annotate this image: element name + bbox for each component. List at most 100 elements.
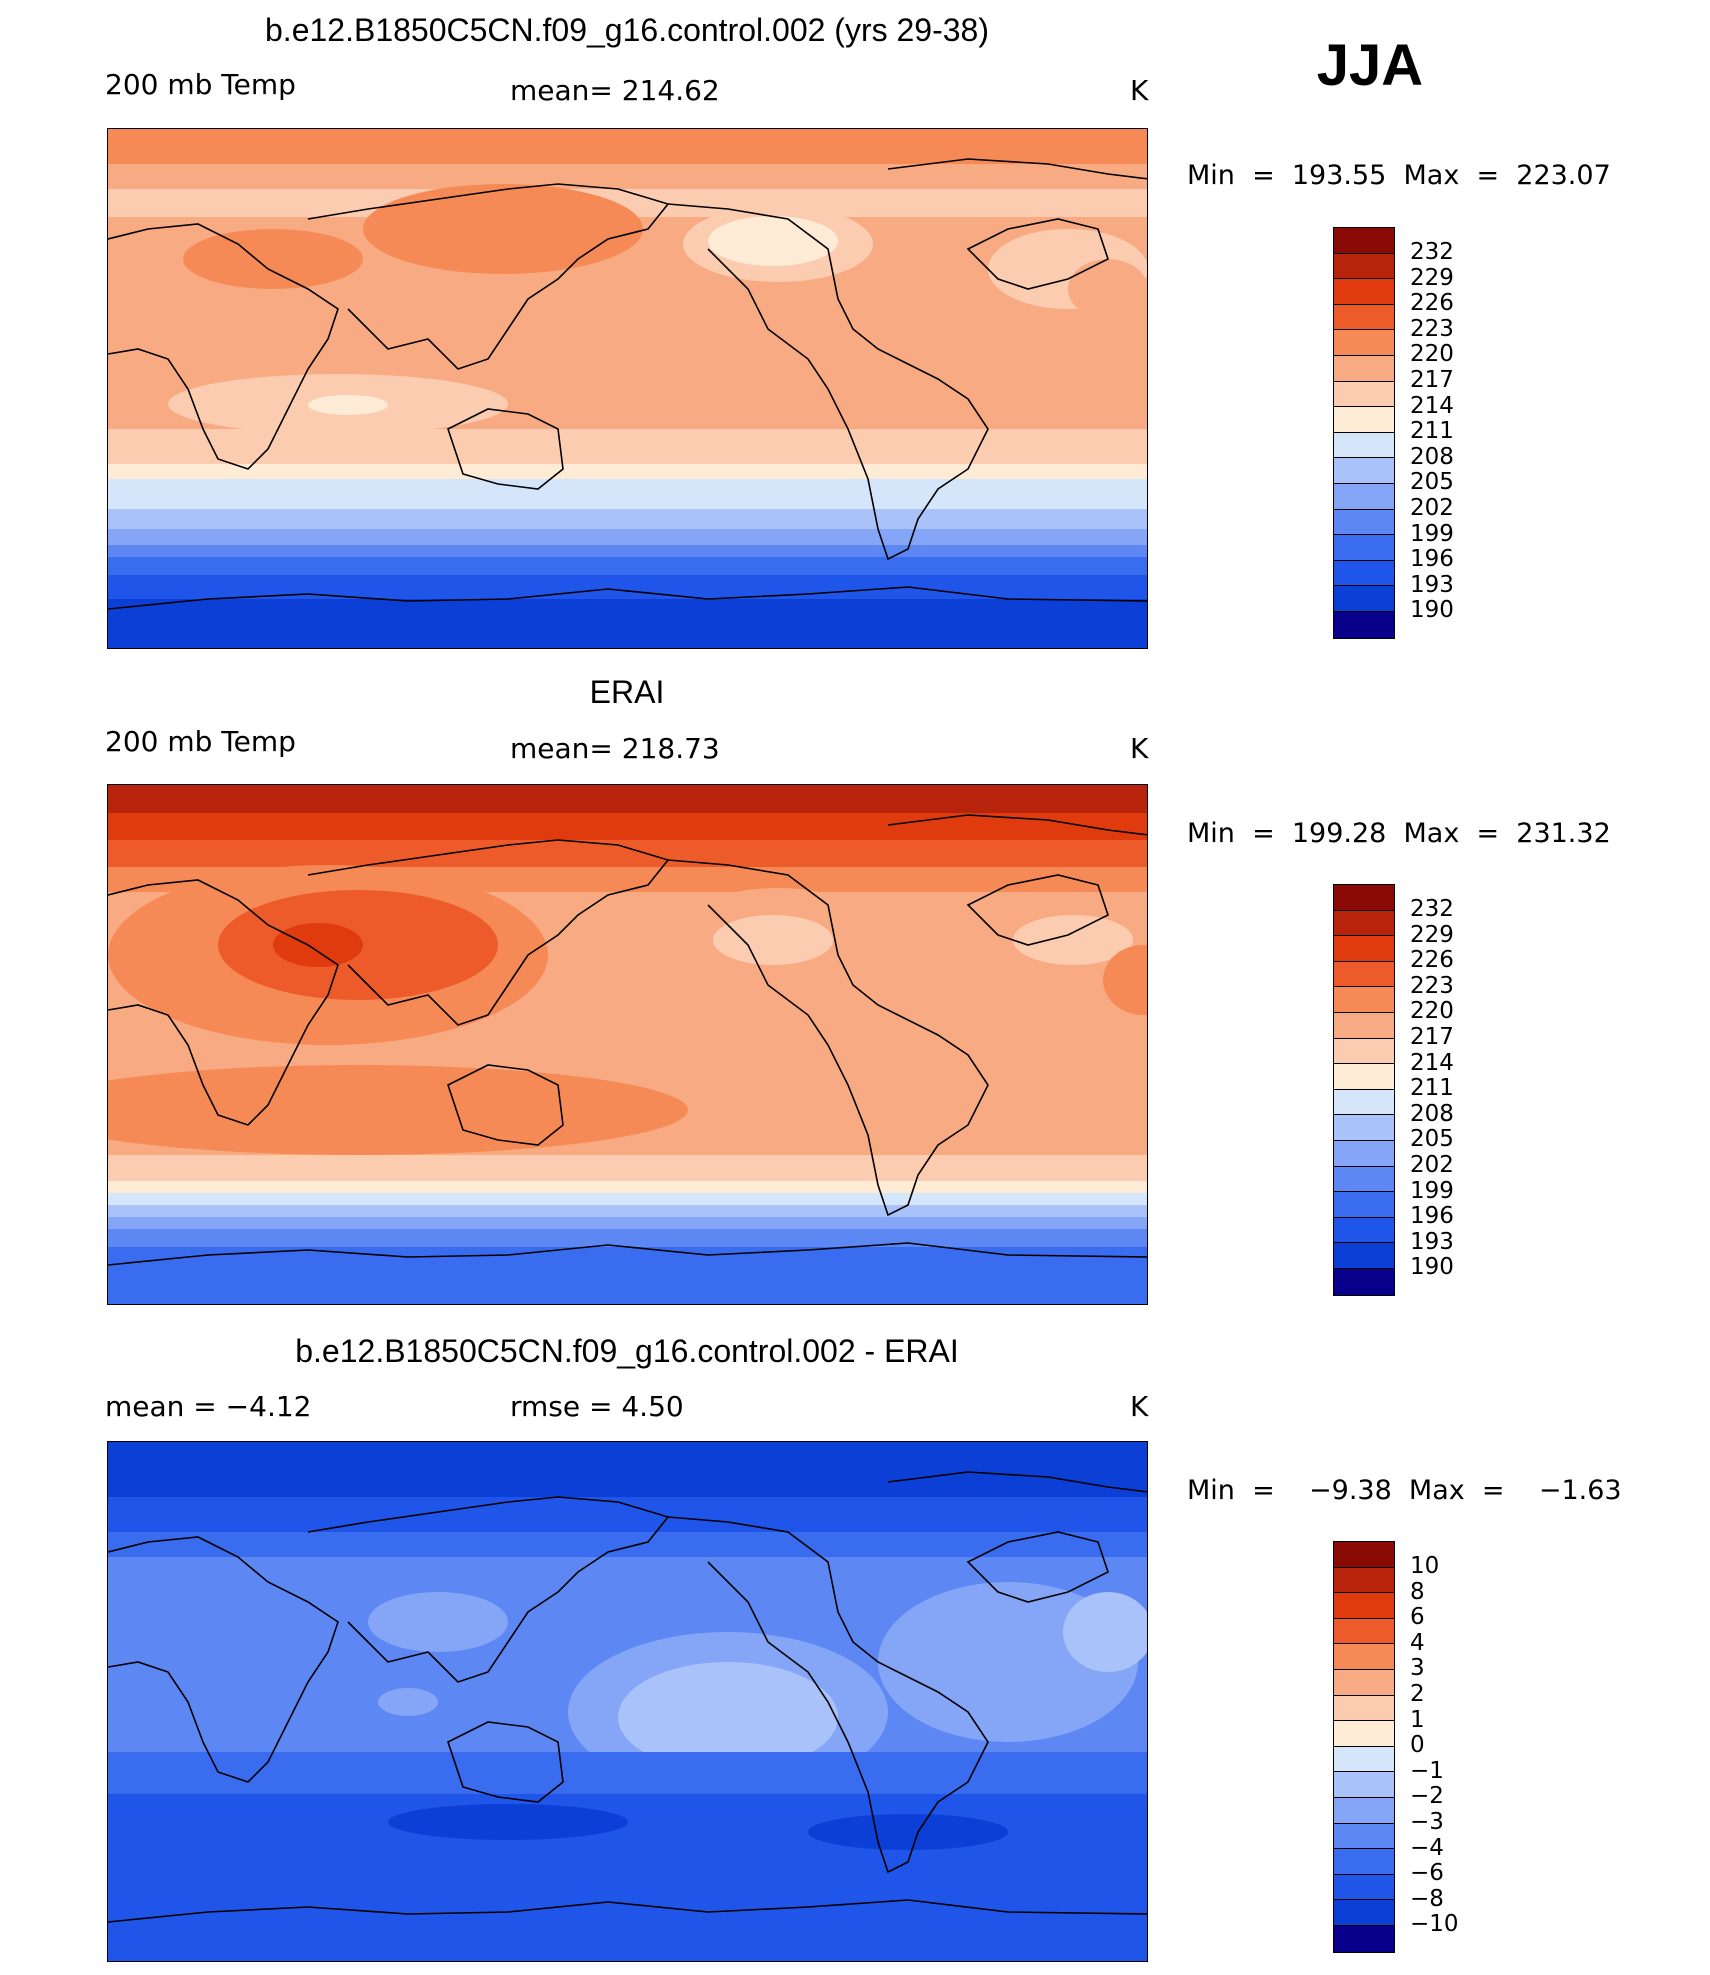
season-label: JJA: [1316, 33, 1424, 98]
colorbar-tick: 214: [1410, 392, 1454, 419]
colorbar-swatch: [1334, 432, 1394, 459]
colorbar-labels: 232 229 226 223 220 217 214 211 208 205 …: [1410, 896, 1454, 1281]
colorbar-swatch: [1334, 1746, 1394, 1773]
colorbar-swatch: [1334, 961, 1394, 988]
colorbar-swatch: [1334, 586, 1394, 612]
colorbar-swatch: [1334, 1900, 1394, 1926]
colorbar-tick: 0: [1410, 1732, 1425, 1759]
colorbar-tick: −6: [1410, 1860, 1444, 1887]
colorbar-tick: 3: [1410, 1655, 1425, 1682]
colorbar-tick: 214: [1410, 1049, 1454, 1076]
colorbar-swatch: [1334, 1192, 1394, 1218]
colorbar-swatch: [1334, 1593, 1394, 1619]
colorbar-swatch: [1334, 987, 1394, 1013]
colorbar-swatch: [1334, 560, 1394, 587]
colorbar-tick: 193: [1410, 571, 1454, 598]
colorbar-tick: −4: [1410, 1834, 1444, 1861]
colorbar-swatch: [1334, 458, 1394, 484]
colorbar-tick: 196: [1410, 1203, 1454, 1230]
mean-label: mean= 214.62: [510, 74, 720, 107]
colorbar-labels: 232 229 226 223 220 217 214 211 208 205 …: [1410, 239, 1454, 624]
colorbar-swatch: [1334, 1089, 1394, 1116]
colorbar-tick: −10: [1410, 1911, 1459, 1938]
colorbar-tick: 1: [1410, 1706, 1425, 1733]
colorbar-swatch: [1334, 1721, 1394, 1747]
colorbar-swatch: [1334, 381, 1394, 408]
panel-title: b.e12.B1850C5CN.f09_g16.control.002 - ER…: [295, 1333, 959, 1369]
colorbar-tick: 193: [1410, 1228, 1454, 1255]
colorbar-tick: 232: [1410, 239, 1454, 265]
colorbar-tick: 211: [1410, 418, 1454, 445]
colorbar-swatch: [1334, 1115, 1394, 1141]
colorbar-swatch: [1334, 1669, 1394, 1696]
colorbar-difference: [1333, 1541, 1395, 1953]
rmse-label: rmse = 4.50: [510, 1390, 684, 1423]
colorbar-tick: 4: [1410, 1629, 1425, 1656]
colorbar-swatch: [1334, 1695, 1394, 1722]
colorbar-swatch: [1334, 330, 1394, 356]
variable-label: 200 mb Temp: [105, 68, 296, 101]
colorbar-tick: 229: [1410, 921, 1454, 948]
panel-title: ERAI: [589, 674, 665, 710]
colorbar-swatch: [1334, 1038, 1394, 1065]
min-max-label: Min = 199.28 Max = 231.32: [1187, 818, 1611, 849]
colorbar-tick: 232: [1410, 896, 1454, 922]
colorbar-erai: [1333, 884, 1395, 1296]
colorbar-tick: 223: [1410, 972, 1454, 999]
colorbar-tick: 6: [1410, 1604, 1425, 1631]
variable-label: 200 mb Temp: [105, 725, 296, 758]
colorbar-swatch: [1334, 1797, 1394, 1824]
colorbar-tick: 226: [1410, 290, 1454, 317]
colorbar-tick: 211: [1410, 1075, 1454, 1102]
colorbar-swatch: [1334, 1567, 1394, 1594]
colorbar-labels: 10 8 6 4 3 2 1 0 −1 −2 −3 −4 −6 −8 −10: [1410, 1553, 1459, 1938]
colorbar-tick: 199: [1410, 1177, 1454, 1204]
colorbar-swatch: [1334, 1243, 1394, 1269]
colorbar-swatch: [1334, 1874, 1394, 1901]
map-model: [107, 128, 1148, 649]
colorbar-tick: 190: [1410, 597, 1454, 624]
colorbar-swatch: [1334, 1849, 1394, 1875]
colorbar-tick: 217: [1410, 1023, 1454, 1050]
colorbar-swatch: [1334, 1644, 1394, 1670]
map-erai: [107, 784, 1148, 1305]
colorbar-model: [1333, 227, 1395, 639]
colorbar-swatch: [1334, 1823, 1394, 1850]
colorbar-tick: 10: [1410, 1553, 1440, 1579]
colorbar-swatch: [1334, 483, 1394, 510]
colorbar-swatch: [1334, 936, 1394, 962]
colorbar-tick: 205: [1410, 1126, 1454, 1153]
colorbar-tick: 205: [1410, 469, 1454, 496]
colorbar-swatch: [1334, 253, 1394, 280]
colorbar-swatch: [1334, 1166, 1394, 1193]
colorbar-tick: 223: [1410, 315, 1454, 342]
colorbar-tick: −8: [1410, 1885, 1444, 1912]
colorbar-tick: 190: [1410, 1254, 1454, 1281]
colorbar-tick: 217: [1410, 366, 1454, 393]
units-label: K: [1130, 1390, 1149, 1423]
colorbar-tick: 202: [1410, 494, 1454, 521]
colorbar-swatch: [1334, 1012, 1394, 1039]
colorbar-swatch: [1334, 1925, 1394, 1952]
colorbar-swatch: [1334, 509, 1394, 536]
colorbar-swatch: [1334, 611, 1394, 638]
colorbar-swatch: [1334, 1064, 1394, 1090]
map-difference: [107, 1441, 1148, 1962]
panel-title: b.e12.B1850C5CN.f09_g16.control.002 (yrs…: [265, 12, 989, 48]
colorbar-tick: 220: [1410, 341, 1454, 368]
colorbar-tick: 8: [1410, 1578, 1425, 1605]
colorbar-swatch: [1334, 1268, 1394, 1295]
colorbar-tick: 196: [1410, 546, 1454, 573]
colorbar-swatch: [1334, 1772, 1394, 1798]
colorbar-swatch: [1334, 1542, 1394, 1568]
colorbar-swatch: [1334, 355, 1394, 382]
colorbar-tick: −2: [1410, 1783, 1444, 1810]
colorbar-swatch: [1334, 1217, 1394, 1244]
colorbar-tick: 202: [1410, 1151, 1454, 1178]
min-max-label: Min = −9.38 Max = −1.63: [1187, 1475, 1622, 1506]
mean-label: mean = −4.12: [105, 1390, 312, 1423]
units-label: K: [1130, 74, 1149, 107]
colorbar-swatch: [1334, 910, 1394, 937]
colorbar-swatch: [1334, 407, 1394, 433]
colorbar-tick: 199: [1410, 520, 1454, 547]
